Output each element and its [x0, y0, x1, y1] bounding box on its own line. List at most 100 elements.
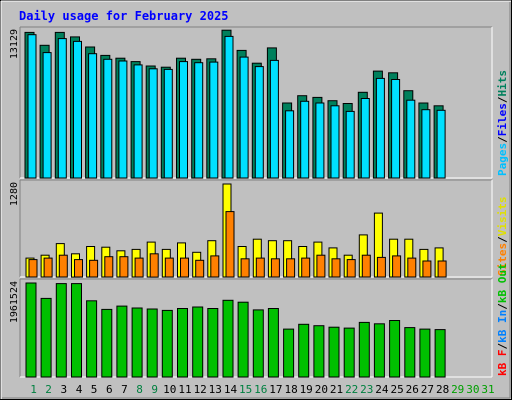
bar-sites-day-2 — [43, 257, 53, 278]
x-label-day-13: 13 — [209, 383, 222, 396]
bar-sites-day-17 — [270, 258, 280, 278]
x-label-day-5: 5 — [91, 383, 98, 396]
x-label-day-25: 25 — [390, 383, 403, 396]
panels: 13129 1280 1961524 — [9, 26, 493, 378]
bar-sites-day-24 — [376, 256, 386, 278]
bar-sites-day-14 — [225, 211, 235, 278]
bar-pages-day-17 — [269, 59, 279, 179]
bar-pages-day-20 — [315, 102, 325, 179]
bar-sites-day-22 — [346, 259, 356, 278]
bar-pages-day-27 — [421, 109, 431, 179]
bar-pages-day-11 — [179, 61, 188, 179]
chart-title: Daily usage for February 2025 — [19, 9, 229, 23]
bar-kbytes-day-24 — [373, 323, 385, 378]
bar-sites-day-23 — [361, 254, 371, 278]
x-label-day-3: 3 — [60, 383, 67, 396]
x-label-day-26: 26 — [406, 383, 419, 396]
bar-pages-day-19 — [300, 100, 310, 179]
legend-entry: / — [496, 236, 509, 243]
bar-kbytes-day-15 — [237, 301, 249, 378]
bar-pages-day-12 — [194, 62, 204, 179]
bar-kbytes-day-26 — [404, 327, 416, 378]
bar-sites-day-4 — [74, 259, 83, 278]
bar-sites-day-13 — [210, 255, 220, 278]
bar-sites-day-21 — [331, 258, 341, 278]
bar-kbytes-day-22 — [343, 327, 355, 378]
bar-pages-day-15 — [239, 56, 249, 179]
bar-kbytes-day-4 — [71, 283, 82, 378]
bar-kbytes-day-19 — [298, 323, 310, 378]
bar-sites-day-25 — [392, 255, 402, 278]
legend-2: kB F/kB In/kB Out — [496, 263, 509, 376]
bar-kbytes-day-1 — [25, 282, 37, 378]
bar-sites-day-8 — [134, 257, 144, 278]
bar-pages-day-25 — [391, 79, 401, 179]
legend-entry: kB F — [496, 350, 509, 377]
bar-pages-day-16 — [254, 66, 264, 179]
x-label-day-10: 10 — [163, 383, 176, 396]
legend-entry: Sites — [496, 243, 509, 276]
bar-pages-day-22 — [345, 110, 355, 179]
bar-pages-day-4 — [73, 40, 82, 179]
legend-entry: Hits — [496, 70, 509, 97]
bar-kbytes-day-23 — [358, 321, 370, 378]
x-label-day-15: 15 — [239, 383, 252, 396]
bar-pages-day-23 — [360, 98, 370, 179]
bar-kbytes-day-12 — [192, 306, 204, 378]
x-label-day-20: 20 — [315, 383, 328, 396]
bar-kbytes-day-25 — [389, 320, 401, 378]
bar-pages-day-7 — [118, 60, 128, 179]
bar-sites-day-26 — [407, 257, 417, 278]
x-label-day-1: 1 — [30, 383, 37, 396]
y-max-label: 13129 — [9, 29, 20, 59]
bar-pages-day-2 — [42, 52, 52, 179]
bar-pages-day-13 — [209, 61, 219, 179]
bar-sites-day-20 — [316, 254, 326, 278]
bar-kbytes-day-8 — [131, 307, 143, 378]
legend-0: Pages/Files/Hits — [496, 70, 509, 176]
x-label-day-4: 4 — [76, 383, 83, 396]
bar-kbytes-day-9 — [146, 308, 158, 378]
x-label-day-31: 31 — [481, 383, 494, 396]
bar-kbytes-day-17 — [267, 308, 279, 378]
bar-pages-day-26 — [406, 99, 416, 179]
bar-sites-day-16 — [255, 257, 265, 278]
y-max-label: 1280 — [9, 182, 20, 206]
x-label-day-12: 12 — [194, 383, 207, 396]
bar-pages-day-6 — [103, 58, 113, 179]
bar-kbytes-day-6 — [101, 308, 113, 378]
bar-pages-day-9 — [148, 68, 158, 179]
bar-pages-day-28 — [436, 109, 446, 179]
x-label-day-9: 9 — [151, 383, 158, 396]
bar-kbytes-day-10 — [161, 309, 173, 378]
legend-entry: / — [496, 96, 509, 103]
x-label-day-21: 21 — [330, 383, 343, 396]
bar-sites-day-1 — [28, 259, 38, 278]
bar-pages-day-14 — [224, 35, 234, 179]
bar-kbytes-day-27 — [419, 328, 431, 378]
bar-sites-day-27 — [422, 260, 432, 278]
bar-kbytes-day-14 — [222, 299, 234, 378]
bar-sites-day-15 — [240, 258, 250, 278]
legend-1: Sites/Visits — [496, 197, 509, 277]
x-label-day-22: 22 — [345, 383, 358, 396]
x-label-day-8: 8 — [136, 383, 143, 396]
bar-sites-day-9 — [149, 253, 159, 278]
x-label-day-11: 11 — [178, 383, 191, 396]
x-label-day-14: 14 — [224, 383, 238, 396]
x-label-day-30: 30 — [466, 383, 479, 396]
x-label-day-23: 23 — [360, 383, 373, 396]
x-label-day-16: 16 — [254, 383, 267, 396]
bar-pages-day-3 — [57, 38, 67, 179]
bar-kbytes-day-7 — [116, 305, 128, 378]
x-label-day-18: 18 — [284, 383, 297, 396]
x-axis-labels: 1 2 3 4 5 6 7 8 9 10 11 12 13 14 15 16 17 18 19 20 21 22 23 24 2… — [30, 383, 494, 396]
bar-kbytes-day-20 — [313, 325, 325, 378]
bar-kbytes-day-13 — [207, 308, 219, 378]
panel-hits: 13129 — [9, 26, 493, 179]
bar-pages-day-1 — [27, 34, 37, 179]
bar-kbytes-day-16 — [252, 309, 264, 378]
bar-pages-day-8 — [133, 64, 143, 179]
bar-sites-day-7 — [119, 256, 129, 278]
bar-sites-day-18 — [286, 258, 296, 278]
